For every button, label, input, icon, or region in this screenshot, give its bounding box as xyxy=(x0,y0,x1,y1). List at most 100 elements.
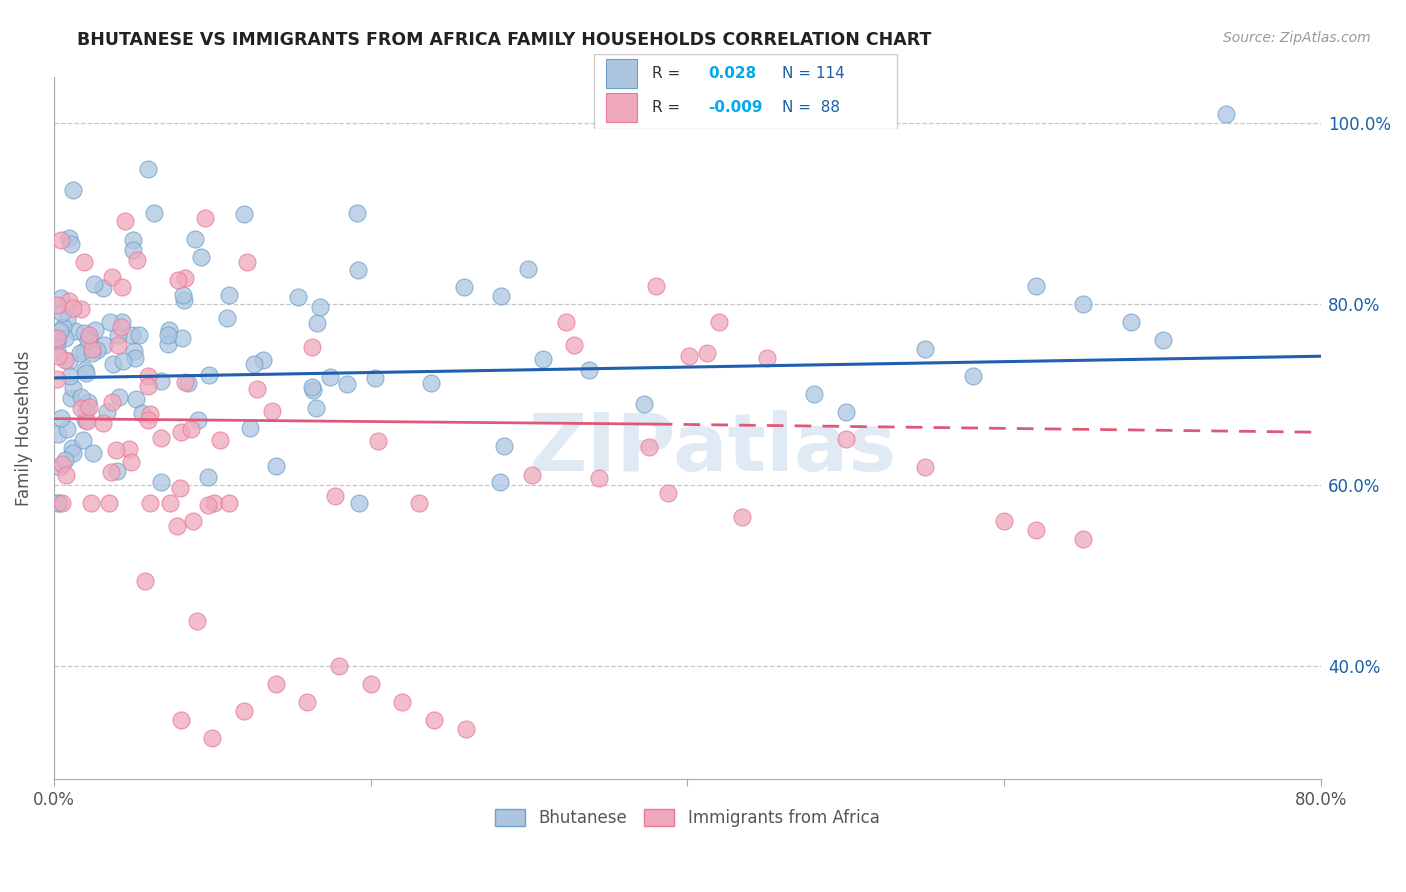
Point xyxy=(118,442,141,456)
Point xyxy=(492,438,515,452)
Point xyxy=(993,514,1015,528)
Point xyxy=(531,352,554,367)
Point xyxy=(201,731,224,746)
Point xyxy=(156,336,179,351)
Point xyxy=(100,465,122,479)
Point xyxy=(100,270,122,285)
FancyBboxPatch shape xyxy=(593,54,897,128)
Point xyxy=(56,422,79,436)
Point xyxy=(59,369,82,384)
Point xyxy=(77,401,100,415)
Text: R =: R = xyxy=(652,100,681,115)
Point xyxy=(51,306,73,320)
Point xyxy=(51,496,73,510)
Point xyxy=(46,350,69,364)
Point xyxy=(82,446,104,460)
Point xyxy=(86,343,108,358)
Point xyxy=(347,263,370,277)
Point xyxy=(305,401,328,415)
Point xyxy=(75,363,97,377)
Point xyxy=(125,252,148,267)
Point xyxy=(53,331,76,345)
Point xyxy=(307,316,329,330)
Text: Source: ZipAtlas.com: Source: ZipAtlas.com xyxy=(1223,31,1371,45)
Point xyxy=(588,471,610,485)
Point xyxy=(62,301,84,315)
Point xyxy=(134,574,156,588)
Point xyxy=(644,278,666,293)
Point xyxy=(60,391,83,405)
Point xyxy=(101,395,124,409)
Point xyxy=(578,363,600,377)
Point xyxy=(48,496,70,510)
Point xyxy=(336,377,359,392)
Point xyxy=(252,353,274,368)
Point xyxy=(107,390,129,404)
Point xyxy=(111,279,134,293)
Point xyxy=(233,207,256,221)
Point xyxy=(105,464,128,478)
Point xyxy=(111,353,134,368)
Point xyxy=(55,468,77,483)
Point xyxy=(80,496,103,510)
Point xyxy=(184,232,207,246)
Point xyxy=(149,431,172,445)
Y-axis label: Family Households: Family Households xyxy=(15,351,32,506)
Point xyxy=(114,214,136,228)
Point xyxy=(187,413,209,427)
Point xyxy=(83,277,105,291)
Point xyxy=(197,470,219,484)
Point xyxy=(260,404,283,418)
Point xyxy=(1025,278,1047,293)
Point xyxy=(96,405,118,419)
Point xyxy=(98,496,121,510)
Point xyxy=(166,518,188,533)
Point xyxy=(236,255,259,269)
Point xyxy=(103,357,125,371)
Point xyxy=(122,243,145,257)
Point xyxy=(48,324,70,338)
Point xyxy=(408,496,430,510)
Point xyxy=(696,346,718,360)
Point xyxy=(121,328,143,343)
Point xyxy=(181,514,204,528)
Point xyxy=(139,496,162,510)
Point xyxy=(111,315,134,329)
Point xyxy=(122,233,145,247)
Point xyxy=(520,467,543,482)
Point xyxy=(239,421,262,435)
Point xyxy=(157,323,180,337)
Point xyxy=(46,331,69,345)
Point xyxy=(517,261,540,276)
Point xyxy=(58,294,80,309)
Point xyxy=(138,161,160,176)
Point xyxy=(186,614,208,628)
Point xyxy=(190,251,212,265)
Point xyxy=(131,406,153,420)
Point xyxy=(391,695,413,709)
Point xyxy=(1073,532,1095,546)
Point xyxy=(53,352,76,367)
Point xyxy=(138,379,160,393)
Point xyxy=(70,302,93,317)
Point xyxy=(347,496,370,510)
Point xyxy=(120,455,142,469)
Point xyxy=(53,452,76,467)
Point xyxy=(49,411,72,425)
Point xyxy=(309,300,332,314)
Point xyxy=(75,366,97,380)
Point xyxy=(297,695,319,709)
Point xyxy=(49,233,72,247)
Point xyxy=(150,374,173,388)
Point xyxy=(364,371,387,385)
Point xyxy=(73,255,96,269)
Point xyxy=(46,334,69,348)
Point xyxy=(138,407,160,421)
Point xyxy=(323,489,346,503)
Point xyxy=(302,384,325,398)
Point xyxy=(287,290,309,304)
Point xyxy=(707,315,730,329)
Point xyxy=(83,323,105,337)
Point xyxy=(491,288,513,302)
Point xyxy=(82,345,104,359)
